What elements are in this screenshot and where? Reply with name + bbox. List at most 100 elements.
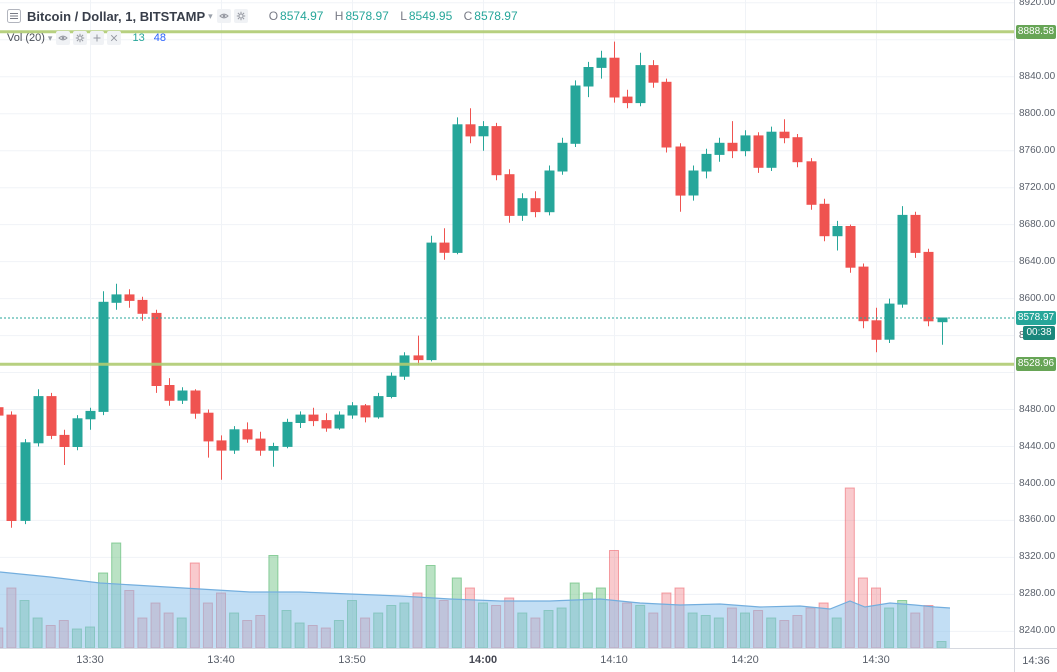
candle-body xyxy=(426,242,437,361)
volume-bar xyxy=(609,550,619,648)
price-tick-label: 8760.00 xyxy=(1019,144,1056,156)
candle-body xyxy=(268,446,279,451)
candle-body xyxy=(557,142,568,172)
visibility-icon[interactable] xyxy=(216,9,231,23)
low-value: 8549.95 xyxy=(408,9,453,23)
candle-body xyxy=(399,355,410,377)
price-tick-label: 8680.00 xyxy=(1019,218,1056,230)
price-tick-label: 8720.00 xyxy=(1019,181,1056,193)
time-tick-label: 13:40 xyxy=(207,654,235,666)
candle-body xyxy=(6,414,17,522)
candle-body xyxy=(517,198,528,216)
candle-body xyxy=(124,294,135,301)
time-tick-label: 14:00 xyxy=(468,654,498,666)
ohlc-readout: O 8574.97 H 8578.97 L 8549.95 C 8578.97 xyxy=(261,9,518,23)
candle-body xyxy=(255,438,266,451)
candle-body xyxy=(295,414,306,424)
price-tick-label: 8920.00 xyxy=(1019,0,1056,8)
level-lines-layer xyxy=(0,30,1014,366)
volume-overlay-area xyxy=(0,572,950,648)
candle-body xyxy=(937,317,948,323)
price-tick-label: 8600.00 xyxy=(1019,292,1056,304)
candle-body xyxy=(386,375,397,398)
price-tick-label: 8640.00 xyxy=(1019,255,1056,267)
price-level-badge: 8528.96 xyxy=(1016,357,1056,372)
candle-body xyxy=(85,410,96,420)
chart-plot-area[interactable] xyxy=(0,0,1014,648)
visibility-icon[interactable] xyxy=(56,31,71,45)
candle-body xyxy=(819,203,830,237)
axis-corner-clock: 14:36 xyxy=(1014,648,1057,672)
candle-body xyxy=(544,170,555,213)
current-price-badge: 8578.97 xyxy=(1016,311,1056,325)
price-axis[interactable]: 8920.00 8840.00 8800.00 8760.00 8720.00 8680.… xyxy=(1014,0,1057,648)
candle-body xyxy=(216,440,227,451)
candle-body xyxy=(151,312,162,386)
candle-body xyxy=(72,418,83,447)
plus-icon[interactable] xyxy=(90,31,105,45)
candle-body xyxy=(766,131,777,168)
candle-body xyxy=(609,57,620,98)
candle-body xyxy=(832,226,843,237)
time-tick-label: 14:30 xyxy=(862,654,890,666)
candle-body xyxy=(740,135,751,152)
candle-body xyxy=(242,429,253,440)
candle-body xyxy=(491,126,502,176)
candle-body xyxy=(910,214,921,253)
close-icon[interactable] xyxy=(107,31,122,45)
candle-body xyxy=(452,124,463,253)
candle-body xyxy=(229,429,240,451)
time-axis[interactable]: 13:30 13:40 13:50 14:00 14:10 14:20 14:30 xyxy=(0,648,1014,672)
candle-body xyxy=(648,65,659,83)
settings-icon[interactable] xyxy=(73,31,88,45)
candle-body xyxy=(779,131,790,139)
candle-body xyxy=(308,414,319,422)
candle-body xyxy=(675,146,686,196)
candle-body xyxy=(792,137,803,163)
candle-body xyxy=(530,198,541,213)
price-tick-label: 8280.00 xyxy=(1019,588,1056,600)
bar-countdown-badge: 00:38 xyxy=(1023,326,1055,340)
chevron-down-icon[interactable]: ▾ xyxy=(208,10,213,21)
legend: Bitcoin / Dollar, 1, BITSTAMP ▾ O 8574.97… xyxy=(7,5,518,49)
candle-body xyxy=(360,405,371,418)
price-tick-label: 8240.00 xyxy=(1019,625,1056,637)
price-level-badge: 8888.58 xyxy=(1016,24,1056,39)
candle-body xyxy=(373,396,384,418)
price-tick-label: 8840.00 xyxy=(1019,70,1056,82)
candle-body xyxy=(413,355,424,361)
time-tick-label: 13:30 xyxy=(76,654,104,666)
symbol-title[interactable]: Bitcoin / Dollar, 1, BITSTAMP xyxy=(27,8,206,24)
symbol-legend-row: Bitcoin / Dollar, 1, BITSTAMP ▾ O 8574.97… xyxy=(7,5,518,27)
high-label: H xyxy=(334,9,344,23)
volume-ma-value: 48 xyxy=(153,32,167,44)
price-tick-label: 8320.00 xyxy=(1019,551,1056,563)
candle-body xyxy=(177,390,188,401)
candle-body xyxy=(504,174,515,216)
candle-body xyxy=(20,442,31,521)
candle-body xyxy=(164,385,175,401)
indicator-name[interactable]: Vol (20) xyxy=(7,32,45,44)
candle-body xyxy=(884,303,895,340)
candle-body xyxy=(111,294,122,303)
corner-time-label: 14:36 xyxy=(1022,654,1050,667)
candle-body xyxy=(701,153,712,172)
close-label: C xyxy=(463,9,473,23)
candle-body xyxy=(727,142,738,152)
candle-body xyxy=(33,396,44,444)
candle-body xyxy=(98,301,109,412)
candle-body xyxy=(897,214,908,305)
volume-current-value: 13 xyxy=(132,32,145,44)
candle-body xyxy=(858,266,869,322)
settings-icon[interactable] xyxy=(233,9,248,23)
candles-layer xyxy=(0,41,948,528)
indicator-values: 13 48 xyxy=(132,32,172,44)
price-tick-label: 8400.00 xyxy=(1019,477,1056,489)
menu-icon[interactable] xyxy=(7,9,21,23)
candle-body xyxy=(0,407,4,416)
chevron-down-icon[interactable]: ▾ xyxy=(47,32,53,43)
price-tick-label: 8360.00 xyxy=(1019,514,1056,526)
candle-body xyxy=(622,96,633,104)
candle-body xyxy=(806,161,817,205)
